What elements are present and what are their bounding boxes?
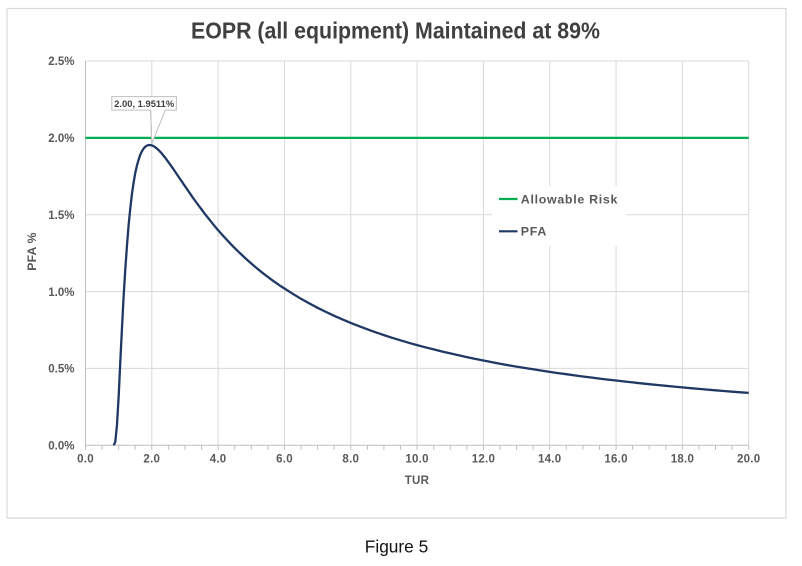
svg-text:10.0: 10.0	[405, 454, 428, 466]
svg-text:2.0: 2.0	[143, 454, 160, 466]
svg-text:16.0: 16.0	[604, 454, 627, 466]
svg-text:2.0%: 2.0%	[48, 133, 74, 145]
svg-text:8.0: 8.0	[342, 454, 359, 466]
svg-text:0.5%: 0.5%	[48, 364, 74, 376]
svg-text:12.0: 12.0	[472, 454, 495, 466]
svg-text:18.0: 18.0	[671, 454, 694, 466]
svg-text:14.0: 14.0	[538, 454, 561, 466]
svg-text:Allowable Risk: Allowable Risk	[521, 192, 618, 206]
svg-text:4.0: 4.0	[210, 454, 227, 466]
svg-text:20.0: 20.0	[737, 454, 760, 466]
svg-text:PFA: PFA	[521, 225, 547, 239]
svg-text:2.5%: 2.5%	[48, 56, 74, 68]
svg-text:PFA %: PFA %	[25, 232, 39, 270]
svg-text:Figure 5: Figure 5	[365, 537, 428, 557]
svg-text:1.5%: 1.5%	[48, 210, 74, 222]
svg-text:2.00, 1.9511%: 2.00, 1.9511%	[114, 98, 175, 109]
svg-text:TUR: TUR	[405, 475, 430, 487]
svg-text:1.0%: 1.0%	[48, 287, 74, 299]
svg-text:6.0: 6.0	[276, 454, 293, 466]
svg-text:0.0: 0.0	[77, 454, 94, 466]
svg-text:0.0%: 0.0%	[48, 441, 74, 453]
svg-text:EOPR (all equipment) Maintaine: EOPR (all equipment) Maintained at 89%	[191, 18, 600, 44]
